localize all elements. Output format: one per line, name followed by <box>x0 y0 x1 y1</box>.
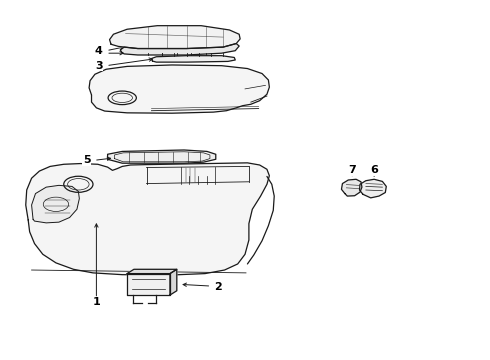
Polygon shape <box>127 269 177 274</box>
Polygon shape <box>110 26 240 49</box>
Polygon shape <box>127 274 170 295</box>
Text: 3: 3 <box>95 61 102 71</box>
Polygon shape <box>89 65 270 113</box>
Text: 2: 2 <box>214 282 221 292</box>
Polygon shape <box>120 44 239 55</box>
Polygon shape <box>31 185 79 223</box>
Text: 6: 6 <box>370 165 378 175</box>
Polygon shape <box>108 150 216 163</box>
Polygon shape <box>26 163 270 275</box>
Text: 1: 1 <box>93 297 100 307</box>
Polygon shape <box>342 179 362 196</box>
Text: 4: 4 <box>95 46 103 56</box>
Text: 7: 7 <box>348 165 356 175</box>
Polygon shape <box>360 179 386 198</box>
Text: 5: 5 <box>83 156 91 165</box>
Polygon shape <box>170 269 177 295</box>
Polygon shape <box>151 56 235 62</box>
